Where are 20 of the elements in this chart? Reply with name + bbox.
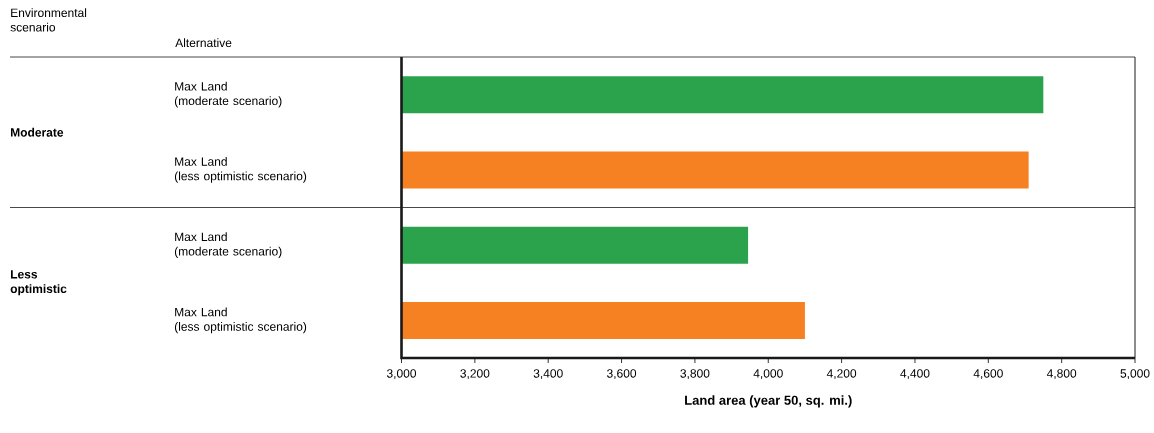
text: Environmental scenario — [10, 8, 87, 32]
y-tick-label: Max Land (moderate scenario) — [174, 81, 282, 108]
x-tick-label: 4,800 — [1046, 369, 1077, 380]
x-tick-label: 3,000 — [386, 369, 417, 380]
y-tick-label: Max Land (less optimistic scenario) — [174, 307, 307, 334]
x-tick-label: 5,000 — [1120, 369, 1150, 380]
text: Less optimistic — [10, 270, 67, 296]
x-tick-label: 3,200 — [460, 369, 490, 380]
text: Alternative — [175, 38, 232, 48]
x-tick-label: 4,600 — [973, 369, 1003, 380]
x-tick-label: 3,600 — [606, 369, 637, 380]
x-axis-title: Land area (year 50, sq. mi.) — [685, 395, 852, 408]
y-tick-label: Max Land (less optimistic scenario) — [174, 157, 307, 183]
y-tick-label: Max Land (moderate scenario) — [174, 232, 282, 258]
x-tick-label: 4,000 — [753, 369, 783, 380]
x-tick-label: 4,400 — [900, 369, 930, 380]
text: Moderate — [11, 127, 64, 137]
x-tick-label: 3,400 — [533, 369, 563, 380]
x-tick-label: 3,800 — [680, 369, 710, 380]
x-tick-label: 4,200 — [826, 369, 857, 380]
